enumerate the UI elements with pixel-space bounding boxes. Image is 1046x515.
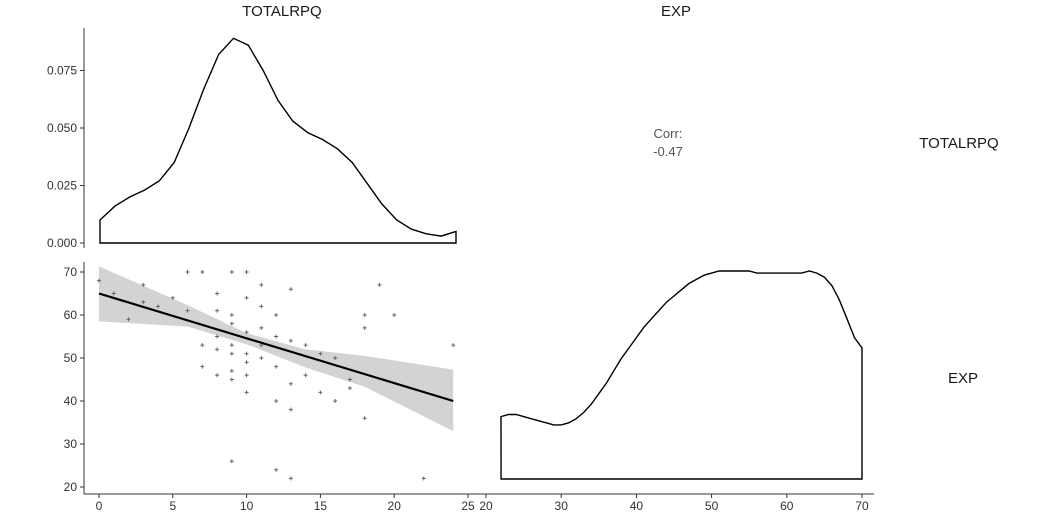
exp-density-curve — [500, 270, 863, 480]
density-y-tick-label: 0.075 — [47, 64, 77, 78]
scatter-point — [288, 476, 293, 481]
exp-x-tick-label: 60 — [780, 499, 794, 513]
scatter-point — [303, 343, 308, 348]
scatter-point — [97, 278, 101, 283]
scatter-point — [111, 291, 116, 296]
scatter-point — [229, 377, 234, 382]
correlation-label: Corr: — [654, 126, 683, 141]
scatter-point — [259, 356, 264, 360]
scatter-point — [185, 308, 190, 313]
scatter-point — [362, 325, 367, 330]
scatter-point — [318, 390, 323, 395]
scatter-point — [244, 390, 249, 395]
scatter-point — [229, 368, 234, 373]
scatter-point — [333, 356, 338, 360]
scatter-y-tick-label: 20 — [64, 480, 78, 494]
scatter-point — [229, 270, 234, 274]
scatter-point — [244, 373, 249, 378]
scatter-point — [244, 330, 249, 335]
scatter-y-tick-label: 60 — [64, 308, 78, 322]
scatter-y-tick-label: 30 — [64, 437, 78, 451]
scatter-y-tick-label: 70 — [64, 265, 78, 279]
scatter-point — [215, 308, 220, 313]
scatter-point — [229, 459, 234, 464]
scatter-point — [362, 313, 367, 317]
scatter-point — [200, 270, 205, 274]
scatter-point — [229, 321, 234, 326]
scatter-y-tick-label: 40 — [64, 394, 78, 408]
scatter-x-tick-label: 15 — [314, 499, 328, 513]
scatter-x-tick-label: 0 — [96, 499, 103, 513]
scatter-point — [141, 300, 146, 305]
row-strip-totalrpq: TOTALRPQ — [919, 135, 998, 152]
regression-line — [98, 292, 454, 403]
exp-density-panel: 20 30 40 50 60 70 — [478, 270, 874, 513]
density-y-tick-label: 0.025 — [47, 179, 77, 193]
scatter-x-tick-label: 25 — [461, 499, 475, 513]
scatter-point — [215, 334, 220, 339]
scatter-x-tick-label: 10 — [240, 499, 254, 513]
scatter-point — [274, 399, 279, 403]
scatter-point — [170, 295, 175, 300]
scatter-point — [215, 291, 220, 296]
scatter-point — [185, 270, 190, 274]
scatter-point — [274, 313, 279, 317]
scatter-point — [347, 377, 352, 382]
scatter-point — [156, 304, 161, 309]
scatter-point — [362, 416, 367, 421]
correlation-value: -0.47 — [653, 144, 683, 159]
exp-x-tick-label: 30 — [555, 499, 569, 513]
scatter-point — [215, 347, 220, 352]
scatter-point — [451, 343, 456, 348]
scatter-y-tick-label: 50 — [64, 351, 78, 365]
scatter-point — [200, 364, 205, 369]
scatter-point — [274, 334, 279, 339]
scatter-point — [244, 295, 249, 300]
scatter-point — [244, 351, 249, 356]
exp-x-tick-label: 70 — [855, 499, 869, 513]
scatter-point — [229, 343, 234, 348]
scatter-point — [274, 467, 279, 472]
scatter-point — [244, 270, 249, 274]
exp-x-tick-label: 50 — [705, 499, 719, 513]
scatter-point — [288, 381, 293, 386]
scatter-x-tick-label: 20 — [388, 499, 402, 513]
scatter-point — [215, 373, 220, 378]
confidence-band — [99, 266, 454, 432]
scatter-point — [288, 338, 293, 343]
scatter-point — [141, 282, 146, 287]
column-strip-totalrpq: TOTALRPQ — [242, 3, 321, 20]
density-y-tick-label: 0.050 — [47, 121, 77, 135]
scatter-point — [392, 313, 397, 317]
exp-x-tick-label: 40 — [630, 499, 644, 513]
scatter-point — [421, 476, 426, 481]
scatter-point — [318, 351, 323, 356]
scatter-point — [244, 360, 249, 365]
row-strip-exp: EXP — [948, 370, 978, 387]
scatter-point — [333, 399, 338, 403]
scatter-point — [259, 282, 264, 287]
column-strip-exp: EXP — [661, 3, 691, 20]
totalrpq-density-panel: 0.000 0.025 0.050 0.075 — [47, 28, 457, 250]
scatter-point — [288, 287, 293, 292]
scatter-point — [274, 364, 279, 369]
correlation-panel: Corr: -0.47 — [653, 126, 683, 159]
scatter-point — [259, 325, 264, 330]
scatter-point — [229, 351, 234, 356]
scatter-point — [303, 373, 308, 378]
density-y-tick-label: 0.000 — [47, 236, 77, 250]
scatter-point — [377, 282, 382, 287]
scatter-point — [347, 386, 352, 391]
scatter-panel: 20 30 40 50 60 70 0 5 10 15 20 25 — [64, 262, 478, 513]
scatter-point — [200, 343, 205, 348]
totalrpq-density-curve — [99, 37, 457, 244]
exp-x-tick-label: 20 — [479, 499, 493, 513]
scatter-point — [259, 304, 264, 309]
scatter-x-tick-label: 5 — [169, 499, 176, 513]
scatter-point — [288, 407, 293, 412]
scatter-point — [229, 313, 234, 317]
scatter-point — [126, 317, 131, 322]
